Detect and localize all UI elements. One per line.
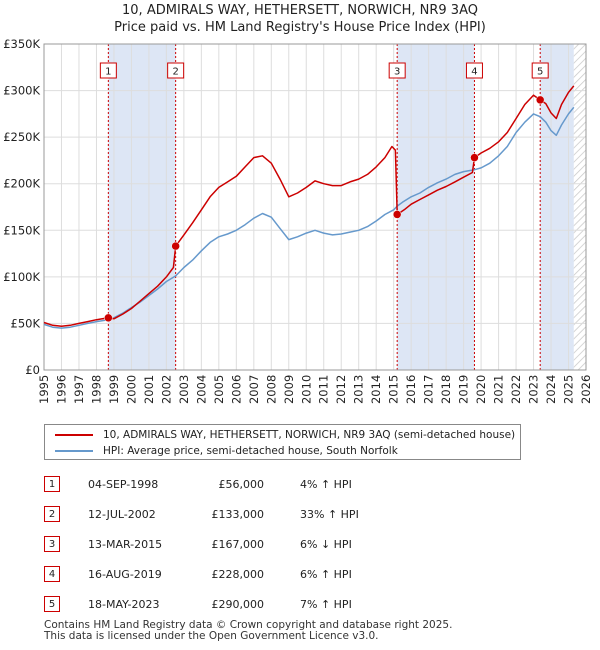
x-tick-label: 1995 (37, 375, 51, 404)
price-chart: £0 £50K £100K £150K £200K £250K £300K £350K 1995… (3, 37, 593, 404)
legend-label-price: 10, ADMIRALS WAY, HETHERSETT, NORWICH, N… (103, 429, 516, 441)
sale-hpi-change: 7% ↑ HPI (300, 598, 352, 611)
licence-line: This data is licensed under the Open Gov… (44, 630, 379, 642)
x-tick-label: 2003 (177, 375, 191, 404)
sale-number-badge: 4 (44, 566, 60, 582)
x-tick-label: 2025 (562, 375, 576, 404)
x-tick-label: 2008 (264, 375, 278, 404)
sale-price: £228,000 (211, 568, 265, 581)
x-tick-label: 2012 (334, 375, 348, 404)
x-tick-label: 2023 (527, 375, 541, 404)
sale-hpi-change: 33% ↑ HPI (300, 508, 359, 521)
legend-item-hpi: HPI: Average price, semi-detached house,… (55, 443, 398, 459)
x-tick-label: 2001 (142, 375, 156, 404)
x-tick-label: 2019 (457, 375, 471, 404)
sale-price: £133,000 (211, 508, 265, 521)
x-tick-label: 2000 (124, 375, 138, 404)
sale-hpi-change: 6% ↑ HPI (300, 568, 352, 581)
x-tick-label: 2005 (212, 375, 226, 404)
legend-swatch-price (55, 434, 93, 436)
legend-label-hpi: HPI: Average price, semi-detached house,… (103, 445, 398, 457)
sale-number-badge: 2 (44, 506, 60, 522)
x-tick-label: 2011 (317, 375, 331, 404)
sale-point (535, 95, 545, 105)
y-tick-label: £150K (3, 223, 40, 237)
x-tick-label: 1997 (72, 375, 86, 404)
sale-price: £290,000 (211, 598, 265, 611)
sale-date: 12-JUL-2002 (88, 508, 156, 521)
y-tick-label: £100K (3, 270, 40, 284)
legend-swatch-hpi (55, 450, 93, 452)
x-tick-label: 2020 (474, 375, 488, 404)
sale-label-box (99, 62, 117, 79)
sale-label-box (465, 62, 483, 79)
sale-label-number: 3 (394, 67, 400, 78)
x-tick-label: 2018 (439, 375, 453, 404)
x-tick-label: 2016 (404, 375, 418, 404)
sale-row: 2 12-JUL-2002 £133,000 33% ↑ HPI (44, 506, 444, 526)
x-tick-label: 2013 (352, 375, 366, 404)
copyright-line: Contains HM Land Registry data © Crown c… (44, 619, 453, 631)
sale-number-badge: 5 (44, 596, 60, 612)
attribution-footer: Contains HM Land Registry data © Crown c… (44, 620, 452, 642)
sale-label-box (531, 62, 549, 79)
sale-row: 4 16-AUG-2019 £228,000 6% ↑ HPI (44, 566, 444, 586)
y-tick-label: £250K (3, 130, 40, 144)
x-tick-label: 2026 (579, 375, 593, 404)
future-hatch-region (573, 44, 586, 370)
x-tick-label: 1998 (89, 375, 103, 404)
sale-label-number: 5 (537, 67, 543, 78)
sale-label-number: 1 (105, 67, 111, 78)
sale-date: 13-MAR-2015 (88, 538, 163, 551)
ownership-period-shade (397, 44, 475, 370)
ownership-period-shade (108, 44, 176, 370)
sale-label-box (388, 62, 406, 79)
y-tick-label: £350K (3, 37, 40, 51)
x-tick-label: 2004 (194, 375, 208, 404)
chart-legend: 10, ADMIRALS WAY, HETHERSETT, NORWICH, N… (44, 424, 521, 460)
price-paid-line (43, 85, 575, 327)
chart-title-address: 10, ADMIRALS WAY, HETHERSETT, NORWICH, N… (122, 3, 478, 18)
y-tick-label: £0 (25, 363, 40, 377)
sale-label-box (167, 62, 185, 79)
x-tick-label: 1996 (54, 375, 68, 404)
x-tick-label: 2017 (422, 375, 436, 404)
sale-number-badge: 3 (44, 536, 60, 552)
x-tick-label: 2002 (159, 375, 173, 404)
sale-point (171, 241, 180, 251)
sale-row: 5 18-MAY-2023 £290,000 7% ↑ HPI (44, 596, 444, 616)
legend-item-price: 10, ADMIRALS WAY, HETHERSETT, NORWICH, N… (55, 427, 515, 443)
x-tick-label: 2006 (229, 375, 243, 404)
x-tick-label: 2024 (544, 375, 558, 404)
sale-price: £56,000 (218, 478, 265, 491)
sale-point (470, 153, 479, 162)
x-tick-label: 2014 (369, 375, 383, 404)
x-tick-label: 2021 (492, 375, 506, 404)
y-tick-label: £300K (3, 84, 40, 98)
sale-row: 1 04-SEP-1998 £56,000 4% ↑ HPI (44, 476, 444, 496)
sale-hpi-change: 6% ↓ HPI (300, 538, 352, 551)
x-tick-label: 1999 (107, 375, 121, 404)
x-tick-label: 2010 (299, 375, 313, 404)
x-tick-label: 2009 (282, 375, 296, 404)
x-tick-label: 2007 (247, 375, 261, 404)
sale-point (104, 313, 113, 323)
sale-date: 16-AUG-2019 (88, 568, 162, 581)
x-tick-label: 2015 (387, 375, 401, 404)
y-tick-label: £50K (11, 316, 41, 330)
chart-subtitle: Price paid vs. HM Land Registry's House … (114, 20, 486, 35)
sale-number-badge: 1 (44, 476, 60, 492)
y-tick-label: £200K (3, 177, 40, 191)
x-tick-label: 2022 (509, 375, 523, 404)
sale-point (392, 210, 402, 219)
sale-label-number: 2 (172, 67, 178, 78)
sale-row: 3 13-MAR-2015 £167,000 6% ↓ HPI (44, 536, 444, 556)
sale-hpi-change: 4% ↑ HPI (300, 478, 352, 491)
sale-date: 04-SEP-1998 (88, 478, 159, 491)
sale-label-number: 4 (471, 67, 477, 78)
sale-date: 18-MAY-2023 (88, 598, 160, 611)
sale-price: £167,000 (211, 538, 265, 551)
plot-border (43, 43, 587, 371)
